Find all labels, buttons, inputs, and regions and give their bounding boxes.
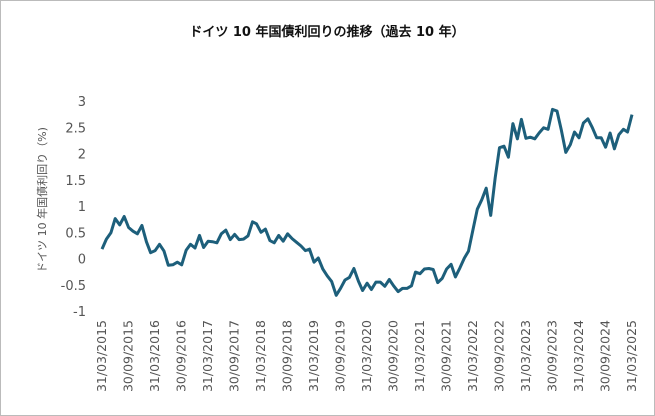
y-axis-title: ドイツ 10 年国債利回り（%) (35, 127, 49, 273)
y-tick-label: 1 (78, 200, 86, 215)
x-tick-label: 30/09/2016 (174, 320, 189, 392)
x-tick-label: 30/09/2021 (439, 320, 454, 392)
y-tick-label: 2.5 (65, 121, 86, 136)
y-tick-label: 0 (78, 253, 86, 268)
x-tick-label: 30/09/2018 (280, 320, 295, 392)
data-line (100, 107, 634, 297)
x-tick-label: 30/09/2023 (544, 320, 559, 392)
x-tick-label: 31/03/2018 (253, 320, 268, 392)
chart-title: ドイツ 10 年国債利回りの推移（過去 10 年） (189, 24, 464, 40)
x-tick-label: 30/09/2019 (333, 320, 348, 392)
x-tick-label: 31/03/2021 (412, 320, 427, 392)
y-tick-label: -1 (73, 305, 86, 320)
x-tick-label: 31/03/2017 (200, 320, 215, 392)
x-tick-label: 31/03/2022 (465, 320, 480, 392)
y-tick-label: 3 (78, 95, 86, 110)
x-tick-label: 30/09/2020 (386, 320, 401, 392)
x-tick-label: 31/03/2025 (624, 320, 639, 392)
x-tick-label: 31/03/2024 (571, 320, 586, 392)
x-tick-label: 31/03/2023 (518, 320, 533, 392)
x-tick-label: 31/03/2019 (306, 320, 321, 392)
x-tick-label: 31/03/2015 (94, 320, 109, 392)
x-tick-label: 30/09/2017 (227, 320, 242, 392)
x-tick-label: 31/03/2016 (147, 320, 162, 392)
y-tick-label: 2 (78, 148, 86, 163)
x-tick-label: 30/09/2015 (121, 320, 136, 392)
x-tick-label: 30/09/2022 (492, 320, 507, 392)
y-tick-label: 1.5 (65, 174, 86, 189)
x-tick-label: 31/03/2020 (359, 320, 374, 392)
y-tick-label: 0.5 (65, 226, 86, 241)
x-tick-label: 30/09/2024 (598, 320, 613, 392)
y-tick-label: -0.5 (61, 279, 86, 294)
